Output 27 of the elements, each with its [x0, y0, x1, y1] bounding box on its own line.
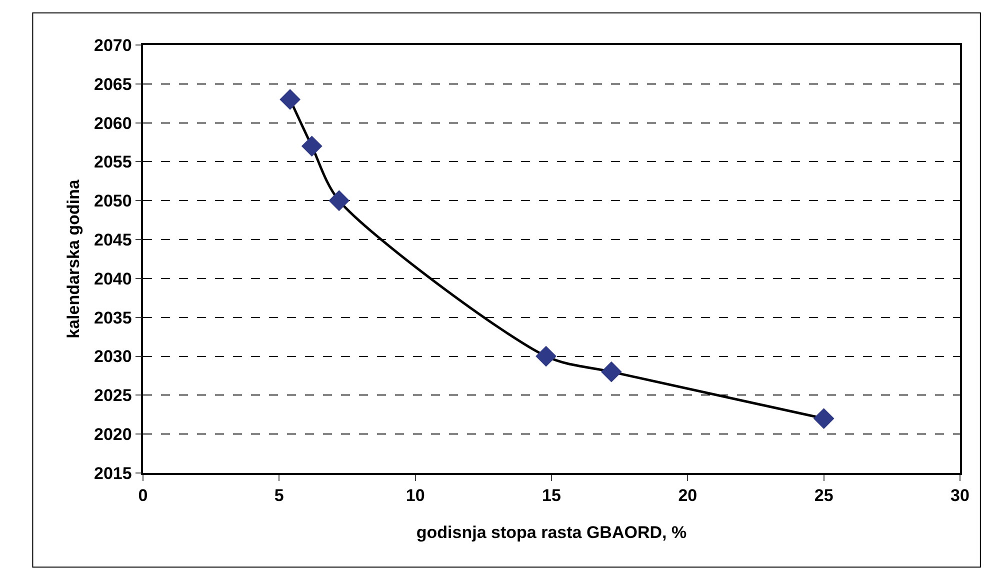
- y-tick-label: 2065: [94, 74, 132, 94]
- y-tick-label: 2030: [94, 347, 132, 366]
- point: [302, 136, 322, 156]
- x-tick-label: 20: [678, 486, 698, 506]
- point: [814, 408, 834, 429]
- y-axis-title: kalendarska godina: [64, 179, 84, 338]
- y-tick-label: 2060: [94, 114, 132, 133]
- x-tick-label: 0: [138, 486, 148, 506]
- x-tick-label: 25: [814, 486, 834, 506]
- y-tick-label: 2070: [94, 36, 132, 55]
- y-tick-label: 2020: [94, 425, 132, 444]
- y-tick-label: 2055: [94, 152, 132, 172]
- y-tick-label: 2035: [94, 308, 132, 328]
- x-tick-label: 5: [274, 486, 284, 506]
- x-tick-label: 15: [542, 486, 561, 506]
- y-tick-label: 2045: [94, 230, 132, 250]
- point: [601, 362, 622, 382]
- x-tick-label: 30: [950, 486, 970, 506]
- y-tick-label: 2025: [94, 386, 132, 406]
- y-tick-label: 2040: [94, 269, 132, 288]
- x-axis-title: godisnja stopa rasta GBAORD, %: [416, 523, 687, 542]
- y-tick-label: 2015: [94, 464, 132, 483]
- point: [328, 190, 350, 211]
- point: [280, 89, 300, 110]
- y-tick-label: 2050: [94, 192, 132, 211]
- x-tick-label: 10: [406, 486, 425, 506]
- point: [536, 346, 556, 367]
